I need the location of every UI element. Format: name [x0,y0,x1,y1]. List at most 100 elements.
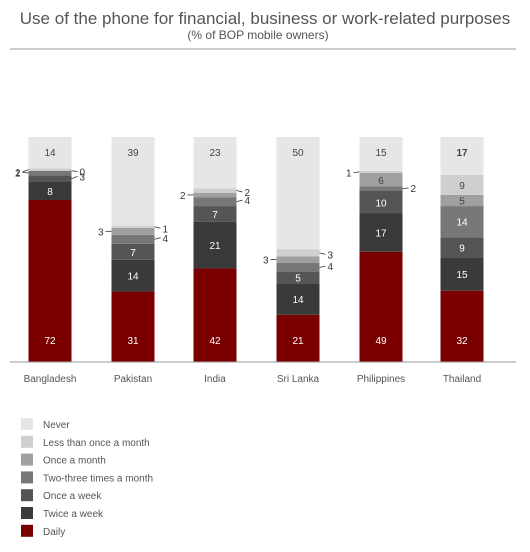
bar-segment [359,137,403,171]
bar-segment [359,186,403,191]
leader-line [402,187,409,190]
data-label: 32 [456,336,468,347]
category-label: Bangladesh [24,374,77,385]
leader-line [71,170,78,172]
data-label: 7 [212,210,218,221]
bar-segment [193,137,237,189]
bar-segment [276,272,320,284]
data-label: 17 [375,229,387,240]
data-label: 21 [292,336,304,347]
bar-segment [276,137,320,250]
bar-segment [359,251,403,362]
bar-segment [111,291,155,362]
bar-segment [111,234,155,244]
bar-segment [276,283,320,315]
legend-swatch [21,471,33,484]
legend-swatch [21,524,33,537]
data-label: 49 [375,336,387,347]
data-label: 14 [44,148,56,159]
leader-line [236,199,243,202]
data-label: 10 [375,198,387,209]
bar-segment [193,206,237,222]
legend-label: Two-three times a month [43,473,153,484]
bar-segment [111,137,155,226]
leader-line [353,171,360,174]
bar-segment [440,237,484,258]
data-label: 3 [80,172,86,183]
bar-segment [111,227,155,235]
bar-segment [276,263,320,272]
data-label: 2 [411,184,417,195]
data-label: 17 [456,148,468,159]
legend-swatch [21,418,33,430]
bar-segment [276,314,320,362]
data-label: 31 [127,336,139,347]
data-label: 50 [292,148,304,159]
bar-segment [276,249,320,257]
data-label: 0 [80,168,86,179]
leader-line [22,169,29,173]
bar-segment [359,213,403,252]
legend: Never Less than once a month Once a month T… [21,418,153,538]
data-label: 8 [47,187,53,198]
bar-segment [440,137,484,175]
leader-line [22,171,29,174]
bar-segment [193,197,237,207]
legend-swatch [21,489,33,502]
legend-swatch [21,453,33,466]
bar-segment [193,221,237,269]
category-label: Sri Lanka [277,374,320,385]
leader-line [154,226,161,229]
bar-segment [440,257,484,291]
bar-segment [359,173,403,187]
data-label: 1 [163,224,169,235]
bar-segment [359,170,403,173]
chart-title: Use of the phone for financial, business… [20,9,510,28]
data-label: 23 [209,148,221,159]
bar-segment [28,168,72,171]
data-label: 4 [328,262,334,273]
bar-segment [193,268,237,362]
leader-line [319,252,326,255]
data-label: 4 [163,234,169,245]
data-label: 15 [456,270,468,281]
bar-segment [28,200,72,362]
leader-line [71,176,78,179]
chart-subtitle: (% of BOP mobile owners) [187,28,328,42]
data-label: 42 [209,336,221,347]
legend-label: Once a week [43,491,102,502]
legend-swatch [21,507,33,519]
bar-segment [28,182,72,200]
bar-segment [193,188,237,193]
legend-label: Less than once a month [43,438,150,449]
legend-label: Daily [43,527,65,538]
data-label: 2 [245,188,251,199]
data-label: 14 [127,272,139,283]
bar-segment [440,174,484,195]
data-label: 9 [459,243,465,254]
category-label: Pakistan [114,374,152,385]
bar-segment [276,256,320,263]
category-label: Philippines [357,374,405,385]
leader-line [154,237,161,240]
data-label: 6 [378,176,384,187]
bar-segment [440,290,484,362]
data-label: 4 [245,196,251,207]
bar-segment [440,206,484,238]
data-label: 2 [180,191,186,202]
leader-line [236,190,243,193]
bar-segment [193,192,237,198]
legend-swatch [21,435,33,448]
data-label: 39 [127,148,139,159]
category-label: Thailand [443,374,481,385]
bar-segment [28,170,72,176]
data-label: 9 [459,181,465,192]
data-label: 15 [375,148,387,159]
data-label: 1 [15,168,21,179]
data-label: 72 [44,336,56,347]
legend-label: Once a month [43,456,106,467]
bar-segment [111,225,155,228]
legend-label: Never [43,420,70,431]
data-label: 14 [456,218,468,229]
